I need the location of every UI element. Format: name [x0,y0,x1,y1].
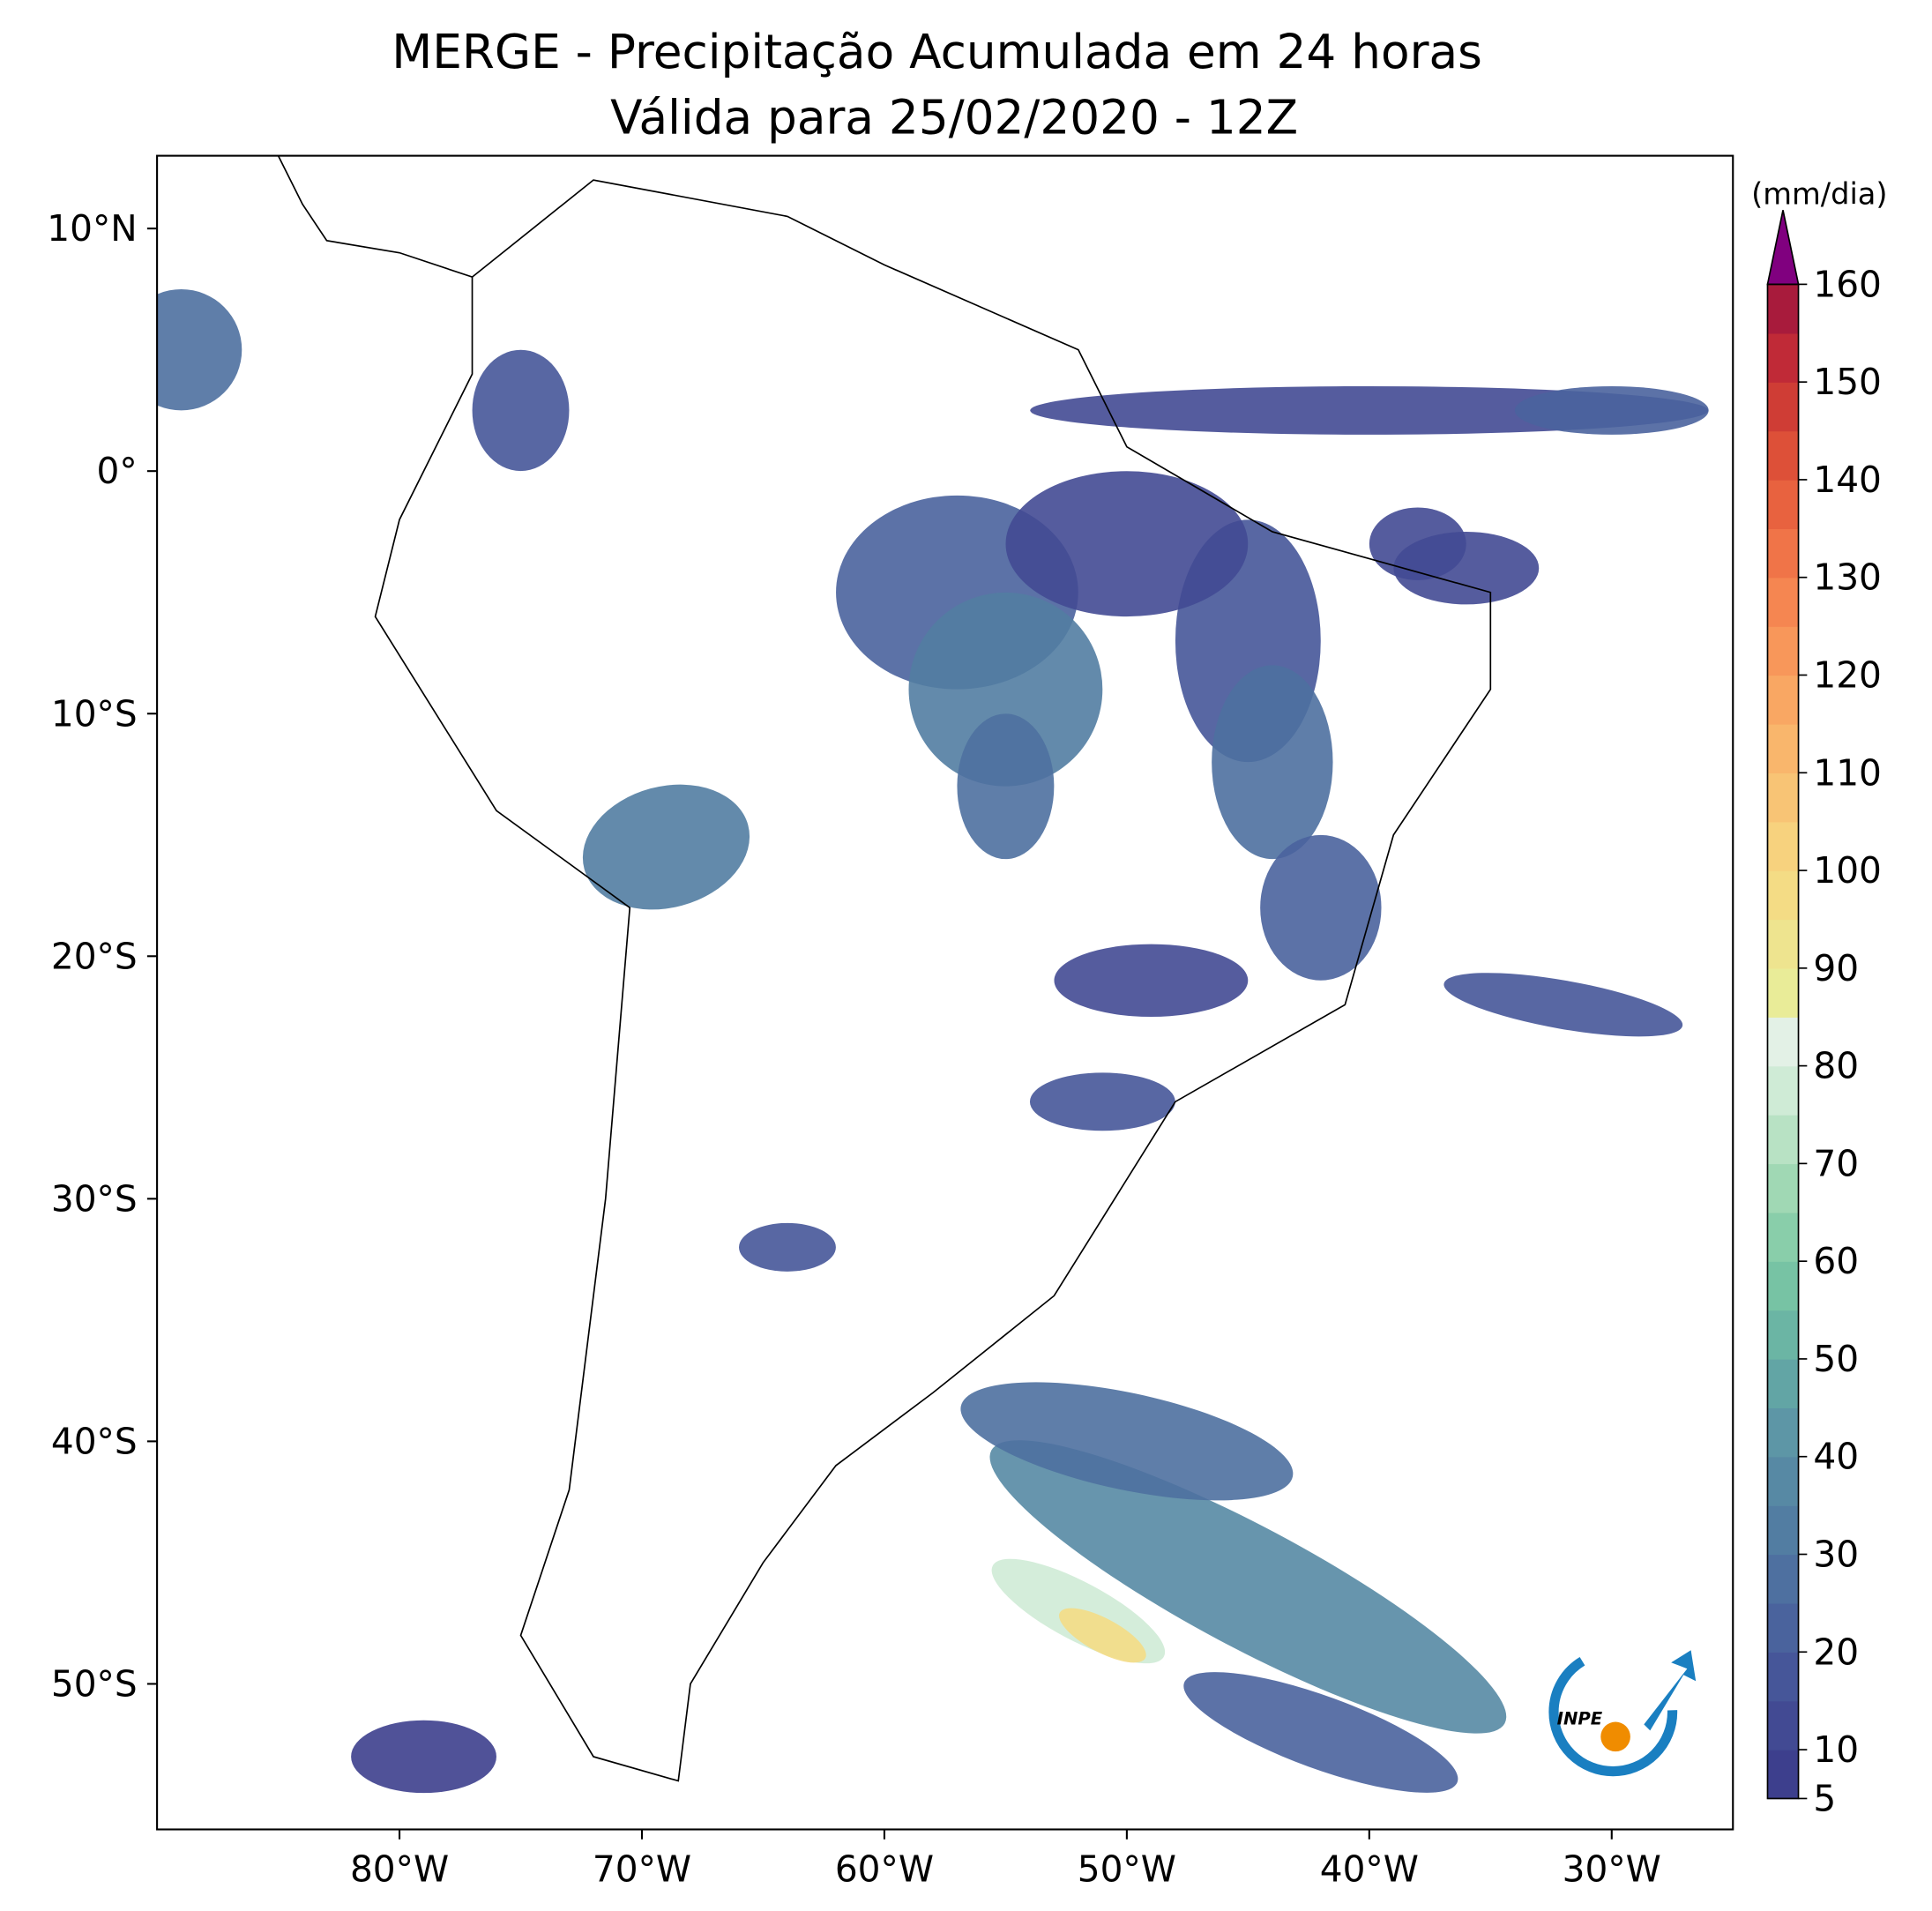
x-tick-label: 40°W [1320,1848,1419,1890]
y-tick-label: 0° [97,450,138,492]
colorbar-tick-label: 120 [1813,654,1882,697]
colorbar-frame [1766,283,1800,1800]
colorbar-tick-label: 70 [1813,1142,1859,1184]
y-tick-label: 40°S [51,1420,138,1462]
precip-area [582,784,750,910]
precip-area [957,713,1055,860]
colorbar-segment [1767,773,1799,823]
precip-area [157,288,242,411]
colorbar-tick-label: 150 [1813,361,1882,403]
chart-subtitle: Válida para 25/02/2020 - 12Z [610,90,1298,145]
colorbar-segment [1767,1163,1799,1213]
colorbar-tick-label: 80 [1813,1045,1859,1087]
colorbar-segment [1767,919,1799,969]
colorbar-tick-label: 90 [1813,947,1859,989]
y-tick-label: 10°S [51,692,138,735]
logo-arrow [1644,1650,1697,1731]
x-tick-label: 30°W [1563,1848,1661,1890]
colorbar-segment [1767,479,1799,530]
precip-area [1059,1608,1146,1663]
precip-area [1054,944,1249,1018]
x-tick-label: 80°W [350,1848,449,1890]
colorbar-tick-label: 140 [1813,459,1882,501]
colorbar-segment [1767,1456,1799,1506]
x-tick-label: 60°W [835,1848,934,1890]
colorbar-segment [1767,284,1799,334]
colorbar-segment [1767,1065,1799,1116]
precip-area [1393,531,1540,605]
logo-sun [1600,1721,1630,1752]
precip-area [472,349,570,472]
x-tick-label: 50°W [1078,1848,1176,1890]
x-tick-label: 70°W [593,1848,691,1890]
colorbar-segment [1767,1652,1799,1702]
colorbar-segment [1767,1261,1799,1311]
logo-text: INPE [1557,1708,1603,1728]
precip-area [960,1382,1294,1501]
colorbar-segment [1767,1358,1799,1409]
precip-area [351,1720,496,1794]
inpe-logo: INPE [1548,1647,1697,1777]
colorbar-segment [1767,332,1799,383]
colorbar-tick-label: 50 [1813,1338,1859,1380]
colorbar-segment [1767,723,1799,773]
precip-area [1029,1072,1175,1131]
logo-ring [1548,1647,1678,1777]
colorbar-segment [1767,675,1799,725]
colorbar-segment [1767,430,1799,481]
precip-area [989,1440,1507,1734]
precip-area [1212,665,1333,860]
colorbar-tick-label: 5 [1813,1777,1836,1819]
colorbar-tick-label: 10 [1813,1728,1859,1771]
colorbar-extend [1766,210,1800,286]
colorbar-segment [1767,967,1799,1018]
map-area: 80°W 70°W 60°W 50°W 40°W 30°W 10°N 0° 10°S 20°S 30… [47,154,1734,1890]
colorbar-segment [1767,1700,1799,1751]
colorbar-segment [1767,1554,1799,1604]
colorbar-segment [1767,528,1799,579]
colorbar-label: (mm/dia) [1751,176,1887,211]
colorbar-tick-label: 40 [1813,1436,1859,1478]
precip-area [739,1222,836,1272]
map-content [157,155,1709,1794]
y-tick-label: 30°S [51,1177,138,1220]
colorbar-segment [1767,1017,1799,1067]
colorbar-segment [1767,1212,1799,1262]
precip-area [1443,973,1683,1037]
precip-area [1183,1672,1458,1793]
chart-title: MERGE - Precipitação Acumulada em 24 hor… [392,25,1482,79]
coastline [277,155,1492,1782]
colorbar-segment [1767,1407,1799,1458]
colorbar-tick-label: 60 [1813,1240,1859,1282]
colorbar-tick-label: 160 [1813,263,1882,305]
colorbar-segment [1767,1505,1799,1556]
map-frame [156,154,1734,1831]
colorbar-tick-label: 130 [1813,556,1882,599]
colorbar-tick-label: 20 [1813,1631,1859,1673]
colorbar-segment [1767,870,1799,921]
precip-area [1005,471,1249,617]
colorbar-segment [1767,1750,1799,1800]
colorbar-segment [1767,577,1799,627]
precip-area [1514,385,1709,435]
precip-area [1260,834,1382,981]
y-tick-label: 10°N [47,207,137,250]
colorbar-segment [1767,1115,1799,1165]
colorbar-segment [1767,1602,1799,1653]
colorbar-tick-label: 100 [1813,849,1882,892]
colorbar-segment [1767,1310,1799,1360]
y-tick-label: 20°S [51,935,138,977]
colorbar-segment [1767,626,1799,676]
colorbar: (mm/dia) 5 10 20 30 40 50 60 70 80 90 100 110 120 130 1… [1751,176,1887,1819]
colorbar-segment [1767,382,1799,432]
colorbar-segment [1767,821,1799,871]
colorbar-tick-label: 30 [1813,1534,1859,1576]
colorbar-tick-label: 110 [1813,751,1882,794]
precip-area [908,592,1103,787]
y-tick-label: 50°S [51,1662,138,1705]
